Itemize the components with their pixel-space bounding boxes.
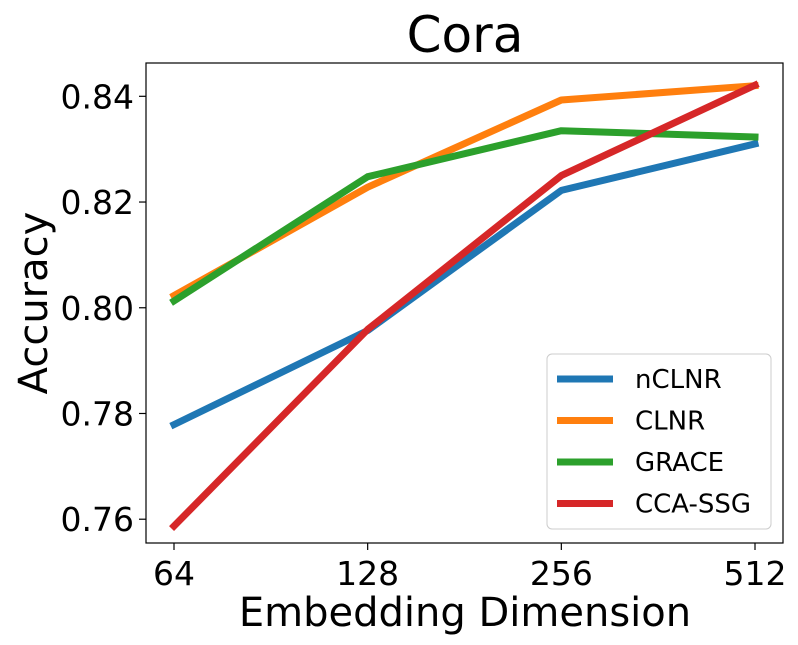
y-tick-label: 0.80 [61, 289, 134, 328]
series-line-nclnr [169, 139, 760, 430]
y-axis-ticks: 0.76 0.78 0.80 0.82 0.84 [61, 77, 146, 539]
legend-label-grace: GRACE [635, 448, 724, 478]
x-axis-ticks: 64 128 256 512 [153, 543, 787, 593]
series-lines [169, 80, 760, 532]
plot-frame [145, 62, 784, 544]
y-tick-label: 0.76 [61, 500, 134, 539]
x-axis-label: Embedding Dimension [239, 590, 691, 636]
x-tick-label: 128 [336, 554, 399, 593]
x-tick-label: 256 [530, 554, 593, 593]
legend-label-clnr: CLNR [635, 407, 705, 437]
series-line-cca-ssg [169, 80, 760, 532]
series-line-grace [169, 127, 759, 306]
y-tick-label: 0.84 [61, 77, 134, 116]
y-axis-label: Accuracy [11, 212, 57, 395]
y-tick-label: 0.82 [61, 183, 134, 222]
chart-title: Cora [407, 6, 524, 64]
legend: nCLNR CLNR GRACE CCA-SSG [546, 353, 772, 530]
x-tick-label: 64 [153, 554, 195, 593]
x-tick-label: 512 [724, 554, 787, 593]
legend-label-cca-ssg: CCA-SSG [635, 490, 751, 520]
y-tick-label: 0.78 [61, 394, 134, 433]
legend-label-nclnr: nCLNR [635, 365, 722, 395]
legend-box [546, 353, 772, 530]
